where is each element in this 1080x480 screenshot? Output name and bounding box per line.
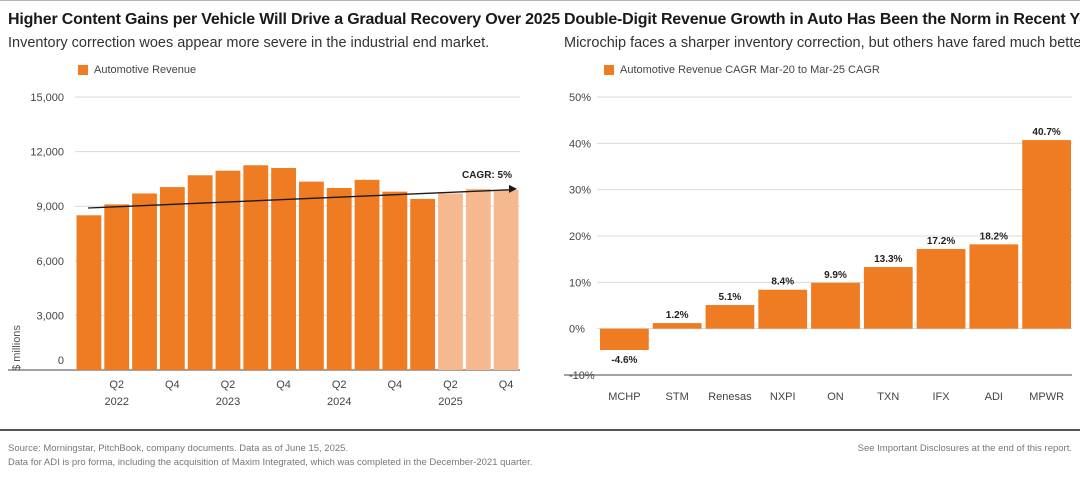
right-bar-chart: -10% 0% 10% 20% 30% 40% 50% -4.6% MCHP 1.2% STM 5.1…	[564, 92, 1072, 403]
revenue-bar	[465, 188, 491, 370]
x-tick-label: Q4	[388, 379, 403, 391]
revenue-bar	[271, 167, 296, 370]
revenue-bar	[382, 191, 408, 370]
y-tick-label: 20%	[569, 231, 591, 243]
cagr-bar	[969, 244, 1019, 329]
cagr-bar	[1022, 140, 1071, 329]
right-chart-subtitle: Microchip faces a sharper inventory corr…	[564, 35, 1080, 51]
cagr-bar	[758, 289, 808, 329]
company-label: Renesas	[708, 391, 752, 403]
y-tick-label: 40%	[569, 138, 591, 150]
bar-value-label: 8.4%	[771, 277, 794, 288]
right-legend: Automotive Revenue CAGR Mar-20 to Mar-25…	[604, 64, 880, 76]
bar-value-label: 5.1%	[719, 292, 742, 303]
cagr-bar	[863, 267, 913, 329]
company-label: IFX	[932, 391, 950, 403]
y-tick-label: 6,000	[36, 256, 64, 268]
left-bar-chart: $ millions 0 3,000 6,000 9,000 12,000 15,000 Q…	[8, 92, 520, 408]
company-label: NXPI	[770, 391, 796, 403]
y-tick-label: 9,000	[36, 201, 64, 213]
footer-rule	[0, 429, 1080, 431]
bar-value-label: 13.3%	[874, 254, 902, 265]
bar-value-label: 18.2%	[980, 231, 1008, 242]
left-chart-subtitle: Inventory correction woes appear more se…	[8, 35, 490, 51]
company-label: STM	[666, 391, 689, 403]
revenue-bar	[299, 181, 324, 370]
year-label: 2024	[327, 396, 351, 408]
revenue-bar	[132, 193, 157, 370]
cagr-trendline	[87, 189, 512, 209]
revenue-bar	[76, 215, 102, 370]
bar-value-label: 1.2%	[666, 310, 689, 321]
y-tick-label: 0	[58, 355, 64, 367]
x-tick-label: Q4	[276, 379, 291, 391]
bar-value-label: 9.9%	[824, 270, 847, 281]
x-tick-label: Q2	[109, 379, 124, 391]
revenue-bar	[215, 170, 241, 370]
y-tick-label: 3,000	[36, 310, 64, 322]
y-tick-label: -10%	[569, 370, 595, 382]
y-tick-label: 0%	[569, 324, 585, 336]
left-chart-title: Higher Content Gains per Vehicle Will Dr…	[8, 11, 560, 28]
cagr-bar	[811, 282, 860, 329]
y-tick-label: 12,000	[30, 147, 64, 159]
legend-swatch-cagr	[604, 65, 614, 75]
y-tick-label: 15,000	[30, 92, 64, 104]
top-rule	[0, 0, 1080, 1]
x-tick-label: Q4	[499, 379, 514, 391]
company-label: MPWR	[1029, 391, 1064, 403]
x-tick-label: Q2	[221, 379, 236, 391]
revenue-bar	[243, 165, 269, 370]
company-label: ON	[827, 391, 844, 403]
y-tick-label: 30%	[569, 185, 591, 197]
year-label: 2025	[438, 396, 462, 408]
revenue-bar	[104, 204, 130, 370]
company-label: TXN	[877, 391, 899, 403]
x-tick-label: Q2	[332, 379, 347, 391]
cagr-bar	[916, 248, 966, 329]
left-legend: Automotive Revenue	[78, 64, 196, 76]
x-tick-label: Q4	[165, 379, 180, 391]
trendline-arrowhead	[509, 184, 517, 193]
revenue-bar	[326, 188, 352, 370]
y-tick-label: 10%	[569, 277, 591, 289]
cagr-label: CAGR: 5%	[462, 170, 512, 181]
revenue-bar	[410, 198, 436, 370]
bar-value-label: 40.7%	[1032, 127, 1060, 138]
company-label: ADI	[985, 391, 1003, 403]
revenue-bar	[159, 187, 185, 370]
company-label: MCHP	[608, 391, 640, 403]
revenue-bar	[187, 175, 213, 370]
source-note: Source: Morningstar, PitchBook, company …	[8, 443, 349, 454]
y-tick-label: 50%	[569, 92, 591, 104]
revenue-bar	[493, 189, 519, 370]
revenue-bar	[354, 179, 380, 370]
x-tick-label: Q2	[443, 379, 458, 391]
year-label: 2023	[216, 396, 240, 408]
left-y-axis-label: $ millions	[11, 325, 23, 371]
ad-note: Data for ADI is pro forma, including the…	[8, 457, 533, 468]
bar-value-label: -4.6%	[611, 355, 637, 366]
revenue-bar	[438, 193, 463, 370]
cagr-bar	[652, 323, 702, 329]
cagr-bar	[600, 328, 649, 350]
disclosure-note: See Important Disclosures at the end of …	[857, 443, 1072, 454]
year-label: 2022	[104, 396, 128, 408]
right-chart-title: Double-Digit Revenue Growth in Auto Has …	[564, 11, 1080, 28]
right-legend-label: Automotive Revenue CAGR Mar-20 to Mar-25…	[620, 64, 880, 76]
left-legend-label: Automotive Revenue	[94, 64, 197, 76]
cagr-bar	[705, 305, 755, 329]
bar-value-label: 17.2%	[927, 236, 955, 247]
legend-swatch-revenue	[78, 65, 88, 75]
